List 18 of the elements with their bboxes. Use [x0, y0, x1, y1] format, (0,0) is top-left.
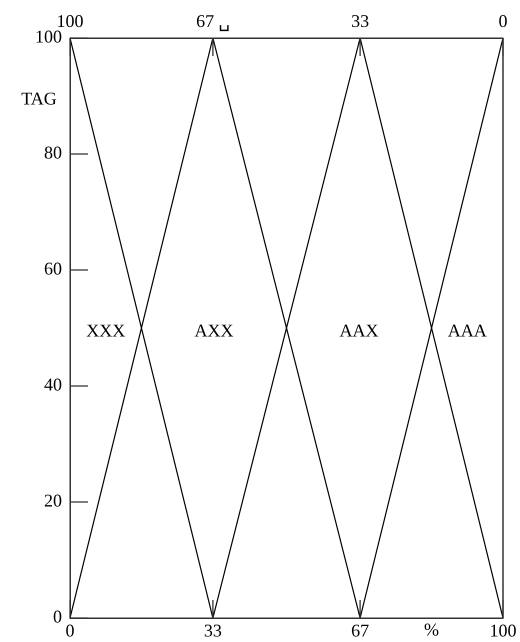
annotation: AAX [340, 320, 379, 341]
annotation: AAA [448, 320, 487, 341]
y-tick-label: 20 [44, 490, 62, 511]
y-tick-label: 60 [44, 258, 62, 279]
x2-tick-label: 33 [351, 10, 370, 31]
x-tick-label: 0 [66, 620, 74, 641]
x-tick-label: 33 [204, 620, 222, 641]
y-tick-label: 80 [44, 142, 62, 163]
annotation: AXX [194, 320, 234, 341]
y-tick-label: 40 [44, 374, 62, 395]
x2-tick-label: 0 [498, 10, 508, 31]
x-tick-label: 100 [490, 620, 516, 641]
y-axis-title: TAG [21, 88, 57, 109]
x-tick-label: 67 [351, 620, 370, 641]
x2-tick-label: 67 ␣ [196, 10, 230, 32]
y-tick-label: 0 [53, 606, 62, 627]
annotation: XXX [86, 320, 126, 341]
x-axis-title: % [424, 620, 440, 640]
